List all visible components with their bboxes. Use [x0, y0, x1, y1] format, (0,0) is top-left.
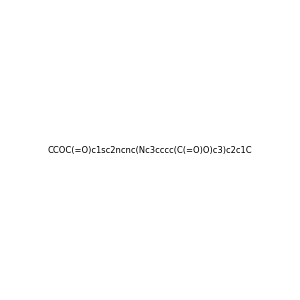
Text: CCOC(=O)c1sc2ncnc(Nc3cccc(C(=O)O)c3)c2c1C: CCOC(=O)c1sc2ncnc(Nc3cccc(C(=O)O)c3)c2c1…: [48, 146, 252, 154]
